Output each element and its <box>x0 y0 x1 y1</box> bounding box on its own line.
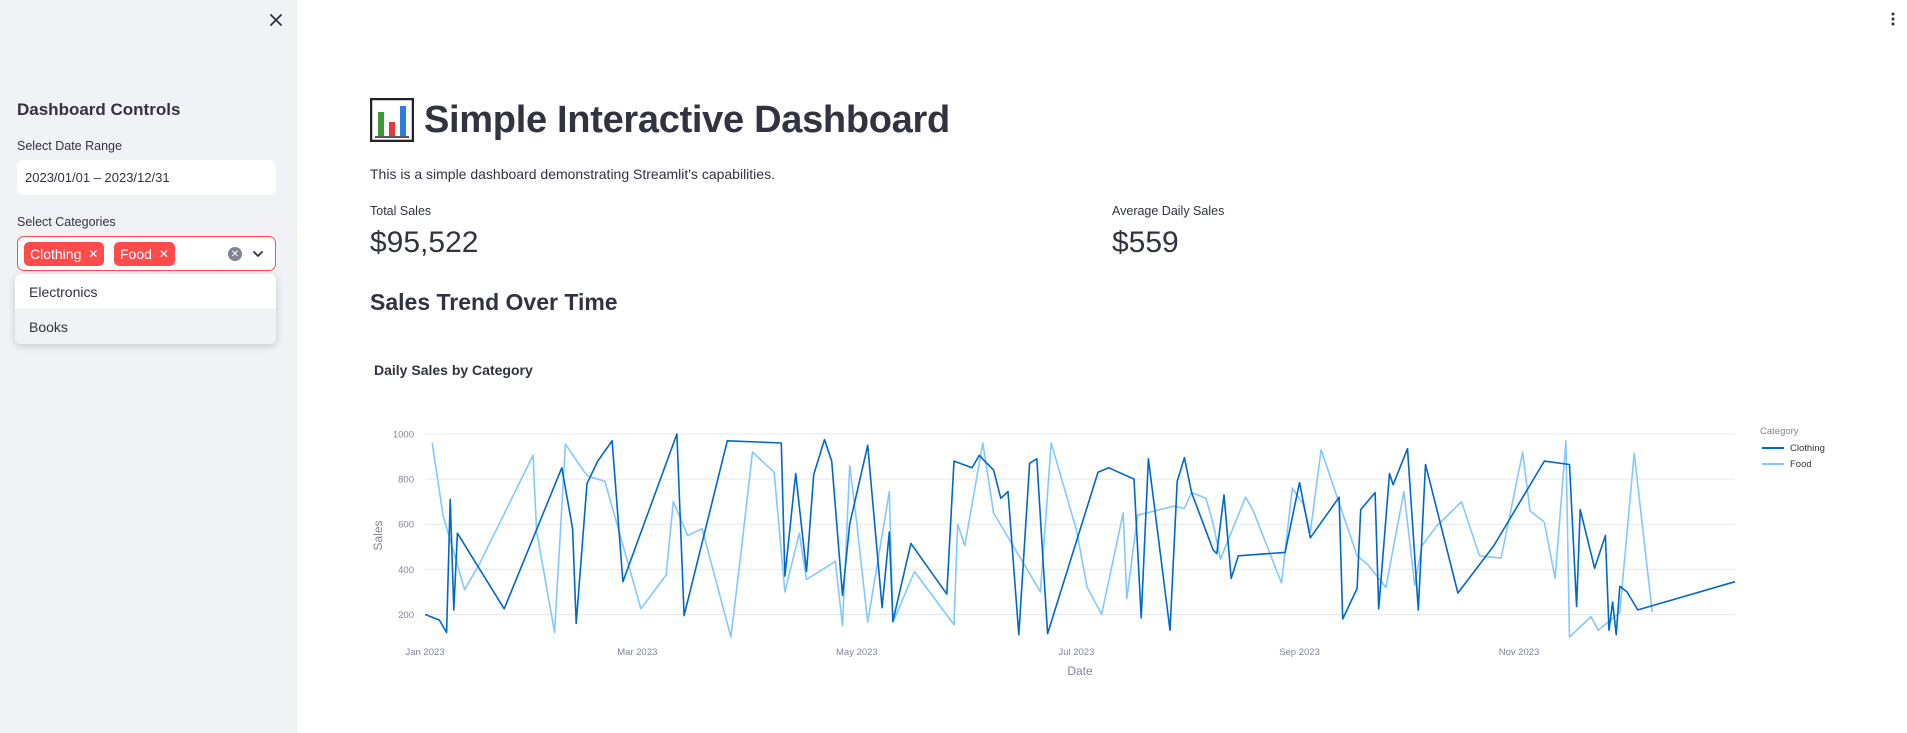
metric-label: Average Daily Sales <box>1112 204 1225 218</box>
remove-tag-icon[interactable]: ✕ <box>88 247 99 261</box>
metric-total-sales: Total Sales $95,522 <box>370 204 478 260</box>
y-tick-label: 200 <box>398 610 414 621</box>
series-line-food <box>431 440 1653 638</box>
metric-value: $559 <box>1112 226 1179 259</box>
y-tick-label: 1000 <box>393 430 414 441</box>
x-tick-label: Mar 2023 <box>617 647 657 658</box>
chart-title: Daily Sales by Category <box>374 362 533 378</box>
categories-multiselect[interactable]: Clothing ✕ Food ✕ ✕ <box>17 236 276 271</box>
close-icon <box>270 14 282 26</box>
date-range-input[interactable]: 2023/01/01 – 2023/12/31 <box>17 160 276 195</box>
x-tick-label: Nov 2023 <box>1499 647 1540 658</box>
sidebar-title: Dashboard Controls <box>17 100 181 119</box>
page-title-text: Simple Interactive Dashboard <box>424 98 950 141</box>
main-menu-icon[interactable] <box>1888 11 1898 27</box>
y-tick-label: 800 <box>398 475 414 486</box>
tag-clothing: Clothing ✕ <box>24 242 105 266</box>
option-books[interactable]: Books <box>15 309 276 344</box>
bar-chart-icon <box>370 98 414 142</box>
x-tick-label: Sep 2023 <box>1279 647 1320 658</box>
legend-label-clothing: Clothing <box>1790 443 1825 454</box>
tag-food: Food ✕ <box>114 242 175 266</box>
series-line-clothing <box>424 433 1736 636</box>
page-description: This is a simple dashboard demonstrating… <box>370 166 775 182</box>
option-electronics[interactable]: Electronics <box>29 284 98 300</box>
tag-label: Food <box>120 246 152 262</box>
close-sidebar-button[interactable] <box>264 8 288 32</box>
section-title: Sales Trend Over Time <box>370 289 618 315</box>
x-tick-label: Jan 2023 <box>405 647 444 658</box>
metric-value: $95,522 <box>370 226 479 259</box>
date-range-label: Select Date Range <box>17 139 122 153</box>
categories-dropdown: Electronics Books <box>15 274 276 344</box>
x-axis-label: Date <box>1067 664 1093 678</box>
x-tick-label: Jul 2023 <box>1058 647 1094 658</box>
chevron-down-icon[interactable] <box>250 246 266 262</box>
remove-tag-icon[interactable]: ✕ <box>158 247 169 261</box>
legend-title: Category <box>1760 426 1799 437</box>
y-tick-label: 600 <box>398 520 414 531</box>
page-title: Simple Interactive Dashboard <box>370 98 950 142</box>
sidebar: Dashboard Controls Select Date Range 202… <box>0 0 297 733</box>
metric-label: Total Sales <box>370 204 432 218</box>
categories-label: Select Categories <box>17 215 116 229</box>
x-tick-label: May 2023 <box>836 647 878 658</box>
sales-line-chart: Daily Sales by Category 200 400 600 800 1000 J… <box>371 362 1825 678</box>
clear-all-icon[interactable]: ✕ <box>228 247 242 261</box>
legend-label-food: Food <box>1790 459 1812 470</box>
y-axis-label: Sales <box>371 520 385 550</box>
y-tick-label: 400 <box>398 565 414 576</box>
tag-label: Clothing <box>30 246 82 262</box>
metric-average-daily-sales: Average Daily Sales $559 <box>1112 204 1224 260</box>
